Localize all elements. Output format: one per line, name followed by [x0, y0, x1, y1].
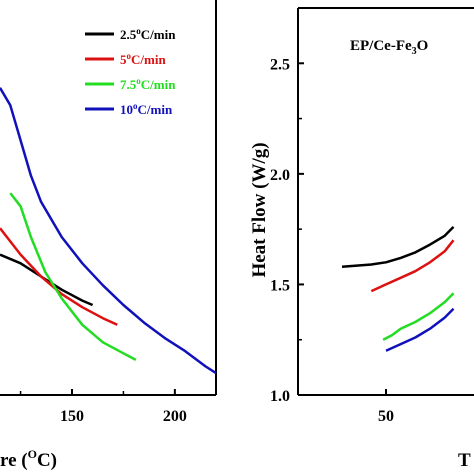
- series-line-1: [0, 227, 118, 326]
- series-line-2: [9, 192, 137, 362]
- y-tick-label: 2.0: [270, 167, 290, 184]
- x-tick-label: 50: [378, 408, 394, 425]
- x-tick-label: 150: [60, 408, 84, 425]
- series-line-0: [341, 226, 455, 268]
- legend-label-3: 10oC/min: [120, 101, 173, 117]
- y-axis-title: Heat Flow (W/g): [249, 142, 270, 277]
- series-line-1: [370, 239, 455, 293]
- series-line-3: [385, 307, 455, 352]
- y-tick-label: 1.0: [270, 388, 290, 405]
- legend-label-0: 2.5oC/min: [120, 26, 176, 42]
- left-panel: 150 200 2.5oC/min 5oC/min 7.5oC/min 10oC/min r…: [0, 0, 217, 471]
- y-tick-label: 2.5: [270, 56, 290, 73]
- x-axis-title: re (OC): [0, 447, 57, 471]
- right-panel: 1.0 1.5 2.0 2.5 50 EP/Ce-Fe3O Heat Flow (W/g) T: [249, 7, 474, 471]
- y-tick-label: 1.5: [270, 277, 290, 294]
- series-line-2: [382, 292, 455, 341]
- series-line-3: [0, 87, 217, 375]
- legend-label-1: 5oC/min: [120, 51, 166, 67]
- panel-title: EP/Ce-Fe3O: [350, 38, 428, 57]
- x-tick-label: 200: [163, 408, 187, 425]
- x-axis-title: T: [458, 450, 471, 471]
- legend-label-2: 7.5oC/min: [120, 76, 176, 92]
